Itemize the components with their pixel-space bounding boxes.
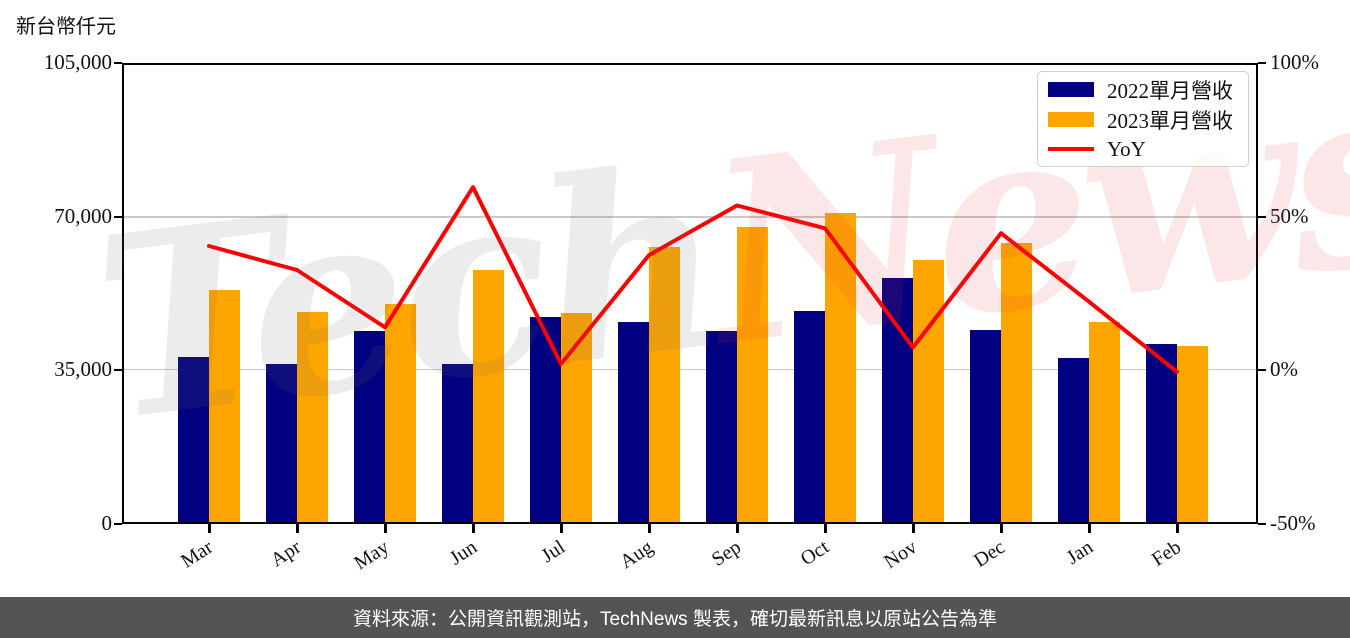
left-tick-35,000 (114, 369, 122, 372)
x-tick-Mar (208, 524, 211, 533)
bar-2023單月營收-May (385, 303, 416, 522)
bar-2022單月營收-Oct (794, 310, 825, 522)
x-tick-Nov (912, 524, 915, 533)
left-axis-label-70,000: 70,000 (54, 203, 112, 228)
legend-label-yoy: YoY (1107, 136, 1146, 161)
plot-area (122, 63, 1258, 524)
legend: 2022單月營收 2023單月營收 YoY (1037, 71, 1249, 167)
y-axis-unit-label: 新台幣仟元 (16, 16, 116, 38)
x-axis-label-Dec: Dec (969, 536, 1009, 572)
x-axis-label-Jan: Jan (1062, 536, 1097, 569)
bar-2023單月營收-Mar (209, 290, 240, 522)
bar-2023單月營收-Feb (1177, 345, 1208, 522)
x-axis-label-Jun: Jun (445, 536, 481, 570)
x-axis-label-May: May (350, 536, 393, 575)
bar-2022單月營收-Sep (706, 330, 737, 522)
bar-2022單月營收-Jan (1058, 358, 1089, 522)
right-tick--50% (1258, 523, 1266, 525)
left-axis-label-35,000: 35,000 (54, 357, 112, 382)
x-tick-Dec (1000, 524, 1003, 533)
right-axis-label--50%: -50% (1270, 511, 1316, 535)
x-tick-Aug (648, 524, 651, 533)
x-axis-label-Mar: Mar (177, 536, 217, 573)
bar-2022單月營收-May (354, 330, 385, 522)
x-axis-label-Apr: Apr (266, 536, 305, 572)
right-axis-label-0%: 0% (1270, 357, 1298, 382)
x-tick-Apr (296, 524, 299, 533)
legend-swatch-2022 (1048, 82, 1094, 97)
legend-label-2022: 2022單月營收 (1107, 78, 1233, 103)
x-axis-label-Feb: Feb (1147, 536, 1185, 571)
bar-2023單月營收-Jun (473, 270, 504, 522)
x-tick-Feb (1176, 524, 1179, 533)
bar-2022單月營收-Aug (618, 321, 649, 522)
bar-2022單月營收-Nov (882, 278, 913, 522)
x-tick-Sep (736, 524, 739, 533)
left-tick-105,000 (114, 62, 122, 64)
legend-item-2023: 2023單月營收 (1048, 107, 1238, 133)
gridline-70000 (124, 216, 1256, 218)
bar-2022單月營收-Dec (970, 329, 1001, 522)
legend-swatch-yoy (1048, 147, 1094, 151)
x-tick-Oct (824, 524, 827, 533)
bar-2022單月營收-Jun (442, 364, 473, 522)
bar-2023單月營收-Dec (1001, 243, 1032, 522)
source-footer-text: 資料來源：公開資訊觀測站，TechNews 製表，確切最新訊息以原站公告為準 (353, 609, 997, 630)
left-tick-0 (114, 523, 122, 525)
right-tick-0% (1258, 369, 1266, 372)
right-tick-50% (1258, 215, 1266, 218)
right-axis-label-50%: 50% (1270, 203, 1309, 228)
x-axis-label-Nov: Nov (880, 536, 921, 574)
right-tick-100% (1258, 62, 1266, 64)
bar-2023單月營收-Sep (737, 227, 768, 522)
left-tick-70,000 (114, 215, 122, 218)
x-tick-Jan (1088, 524, 1091, 533)
legend-item-2022: 2022單月營收 (1048, 77, 1238, 103)
bar-2023單月營收-Nov (913, 260, 944, 522)
left-axis-label-105,000: 105,000 (43, 50, 112, 74)
bar-2022單月營收-Apr (266, 363, 297, 522)
x-axis-label-Jul: Jul (537, 536, 569, 568)
bar-2023單月營收-Jan (1089, 321, 1120, 522)
legend-label-2023: 2023單月營收 (1107, 108, 1233, 133)
x-axis-label-Oct: Oct (796, 536, 833, 571)
x-tick-May (384, 524, 387, 533)
x-tick-Jul (560, 524, 563, 533)
bar-2022單月營收-Mar (178, 357, 209, 522)
bar-2022單月營收-Feb (1146, 344, 1177, 522)
source-footer: 資料來源：公開資訊觀測站，TechNews 製表，確切最新訊息以原站公告為準 (0, 597, 1350, 638)
x-tick-Jun (472, 524, 475, 533)
legend-item-yoy: YoY (1048, 137, 1238, 162)
x-axis-label-Sep: Sep (707, 536, 745, 571)
left-axis-label-0: 0 (101, 511, 113, 535)
bar-2023單月營收-Aug (649, 246, 680, 522)
yoy-line (207, 185, 1179, 374)
gridline-35000 (124, 368, 1256, 371)
right-axis-label-100%: 100% (1270, 50, 1319, 74)
x-axis-label-Aug: Aug (616, 536, 657, 574)
legend-swatch-2023 (1048, 112, 1094, 127)
bar-2023單月營收-Apr (297, 311, 328, 522)
